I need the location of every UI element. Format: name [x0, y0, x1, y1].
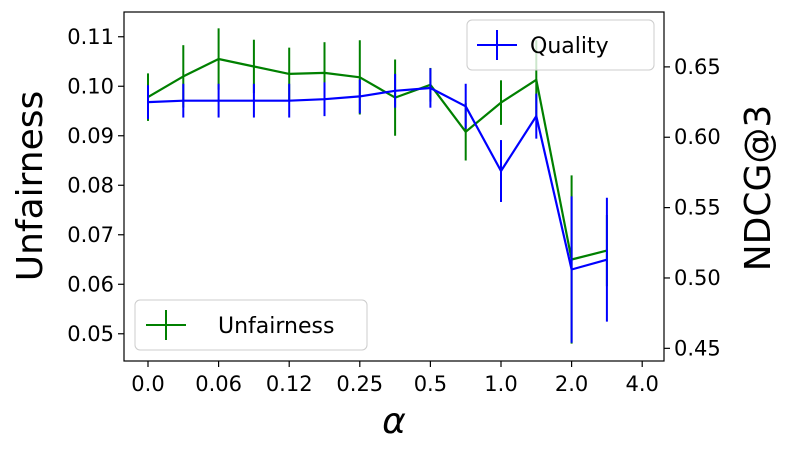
plot-area-frame [123, 11, 665, 362]
y-axis-right-ticks: 0.45 0.50 0.55 0.60 0.65 [664, 55, 721, 360]
x-axis-title: α [382, 401, 406, 442]
y-right-tick-label: 0.55 [674, 196, 721, 220]
series-line-quality [147, 86, 608, 271]
y-left-tick-label: 0.10 [67, 74, 114, 98]
series-unfairness [147, 28, 608, 344]
legend-quality-label: Quality [530, 34, 609, 59]
y-left-tick-label: 0.08 [67, 173, 114, 197]
x-tick-label: 0.25 [336, 372, 383, 396]
legend-unfairness: Unfairness [134, 299, 368, 351]
y-left-tick-label: 0.07 [67, 223, 114, 247]
x-tick-label: 0.5 [414, 372, 447, 396]
x-tick-label: 2.0 [555, 372, 588, 396]
y-left-tick-label: 0.06 [67, 272, 114, 296]
x-axis-ticks: 0.0 0.06 0.12 0.25 0.5 1.0 2.0 4.0 [131, 361, 659, 396]
series-quality [147, 68, 608, 343]
legend-unfairness-label: Unfairness [218, 314, 334, 339]
legend-unfairness-frame [134, 299, 368, 351]
y-right-tick-label: 0.45 [674, 336, 721, 360]
legend-quality: Quality [466, 19, 655, 71]
y-axis-left-ticks: 0.05 0.06 0.07 0.08 0.09 0.10 0.11 [67, 25, 124, 346]
x-tick-label: 4.0 [625, 372, 658, 396]
series-layer [147, 28, 608, 344]
y-axis-right-title: NDCG@3 [738, 105, 779, 272]
y-right-tick-label: 0.50 [674, 266, 721, 290]
x-tick-label: 0.0 [131, 372, 164, 396]
y-axis-left-title: Unfairness [10, 91, 51, 282]
y-right-tick-label: 0.60 [674, 125, 721, 149]
y-left-tick-label: 0.09 [67, 124, 114, 148]
series-line-unfairness [147, 57, 608, 261]
x-tick-label: 0.06 [195, 372, 242, 396]
y-left-tick-label: 0.05 [67, 322, 114, 346]
y-left-tick-label: 0.11 [67, 25, 114, 49]
y-right-tick-label: 0.65 [674, 55, 721, 79]
x-tick-label: 1.0 [484, 372, 517, 396]
x-tick-label: 0.12 [266, 372, 313, 396]
legend-quality-frame [466, 19, 655, 71]
